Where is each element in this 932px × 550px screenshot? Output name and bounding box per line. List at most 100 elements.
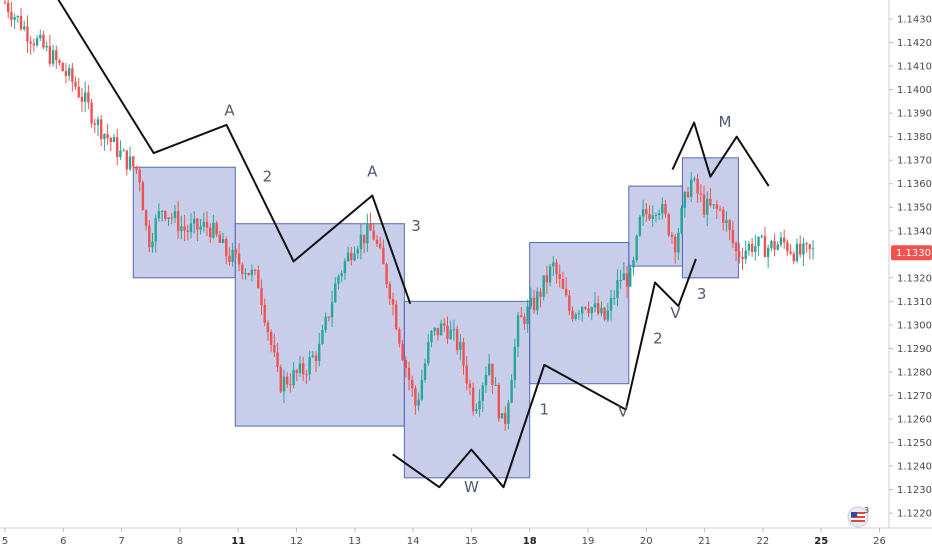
candle-body bbox=[324, 316, 327, 331]
candle-body bbox=[497, 384, 501, 419]
candle-body bbox=[507, 402, 510, 424]
candle-body bbox=[532, 297, 536, 311]
candle-body bbox=[439, 323, 443, 336]
x-tick-label: 11 bbox=[231, 536, 245, 547]
candle-body bbox=[449, 329, 452, 339]
candle-body bbox=[170, 217, 173, 219]
candle-body bbox=[340, 273, 343, 277]
candle-body bbox=[805, 243, 808, 245]
candle-body bbox=[372, 230, 375, 240]
candle-body bbox=[510, 380, 513, 403]
candle-body bbox=[555, 262, 558, 275]
x-tick-label: 26 bbox=[873, 536, 886, 547]
candle-body bbox=[138, 169, 141, 183]
candle-body bbox=[776, 244, 779, 250]
us-flag-icon[interactable] bbox=[847, 506, 869, 528]
candle-body bbox=[414, 388, 417, 406]
y-tick-label: 1.13900 bbox=[897, 109, 932, 120]
y-tick-label: 1.12700 bbox=[897, 391, 932, 402]
candle-body bbox=[189, 223, 193, 233]
candle-body bbox=[430, 331, 433, 343]
candle-body bbox=[311, 355, 315, 357]
candle-body bbox=[71, 68, 74, 82]
candle-body bbox=[64, 71, 68, 76]
x-tick-label: 15 bbox=[465, 536, 478, 547]
candle-body bbox=[632, 260, 635, 268]
candle-body bbox=[244, 272, 247, 274]
candle-body bbox=[593, 303, 597, 308]
candle-body bbox=[799, 243, 802, 255]
candle-body bbox=[282, 376, 286, 392]
candle-body bbox=[629, 267, 632, 287]
candle-body bbox=[734, 243, 738, 252]
candle-body bbox=[318, 343, 321, 362]
candle-body bbox=[686, 191, 690, 198]
candle-body bbox=[481, 385, 484, 401]
range-box[interactable] bbox=[234, 223, 405, 427]
candle-body bbox=[128, 156, 132, 170]
y-axis-ticks: 1.14300 1.14200 1.14100 1.14000 1.13900 1.138… bbox=[889, 15, 932, 520]
candle-body bbox=[356, 249, 359, 254]
x-tick-label: 25 bbox=[814, 536, 828, 547]
candle-body bbox=[209, 227, 212, 238]
candle-body bbox=[151, 241, 154, 248]
candle-body bbox=[173, 211, 177, 218]
candle-body bbox=[45, 45, 48, 48]
current-price-label: 1.13307 bbox=[896, 248, 932, 259]
wave-label: 1 bbox=[540, 400, 550, 418]
candle-body bbox=[289, 384, 292, 386]
candle-body bbox=[651, 215, 654, 220]
candle-body bbox=[231, 249, 234, 262]
candle-body bbox=[337, 276, 340, 284]
candle-body bbox=[725, 220, 728, 223]
candle-body bbox=[638, 216, 642, 236]
candle-body bbox=[770, 240, 773, 248]
y-tick-label: 1.12200 bbox=[897, 509, 932, 520]
candle-body bbox=[696, 178, 699, 194]
candle-body bbox=[196, 218, 199, 230]
candle-body bbox=[648, 214, 651, 220]
candle-body bbox=[26, 26, 29, 42]
wave-line[interactable] bbox=[671, 121, 770, 187]
candle-body bbox=[446, 325, 449, 339]
range-box[interactable] bbox=[681, 157, 739, 279]
candle-body bbox=[597, 303, 600, 314]
candle-body bbox=[132, 156, 135, 167]
candle-body bbox=[741, 257, 744, 260]
x-tick-label: 12 bbox=[290, 536, 303, 547]
candle-body bbox=[13, 17, 16, 20]
candle-body bbox=[61, 62, 64, 72]
candle-body bbox=[529, 297, 533, 307]
x-tick-label: 22 bbox=[757, 536, 770, 547]
candle-body bbox=[516, 315, 520, 347]
candle-body bbox=[654, 214, 658, 216]
candle-body bbox=[702, 194, 706, 215]
candle-body bbox=[795, 243, 799, 262]
candle-body bbox=[77, 86, 80, 97]
candle-body bbox=[802, 243, 805, 255]
x-tick-label: 6 bbox=[60, 536, 66, 547]
wave-line[interactable] bbox=[392, 258, 697, 489]
candle-body bbox=[302, 363, 305, 375]
candle-body bbox=[314, 355, 318, 362]
candle-body bbox=[411, 379, 414, 389]
y-tick-label: 1.14300 bbox=[897, 15, 932, 26]
candle-body bbox=[580, 307, 584, 314]
candle-body bbox=[3, 2, 7, 4]
candle-body bbox=[298, 363, 302, 373]
candle-body bbox=[657, 213, 661, 215]
candle-body bbox=[673, 236, 677, 253]
candle-body bbox=[590, 307, 593, 314]
candle-body bbox=[391, 298, 395, 305]
wave-line[interactable] bbox=[47, 0, 412, 305]
candle-body bbox=[29, 41, 32, 44]
candle-body bbox=[494, 384, 497, 386]
candle-body bbox=[401, 343, 404, 360]
current-price-tag: 1.13307 bbox=[891, 245, 932, 261]
wave-label: V bbox=[618, 403, 629, 421]
candle-body bbox=[186, 230, 189, 233]
candle-body bbox=[545, 275, 549, 283]
